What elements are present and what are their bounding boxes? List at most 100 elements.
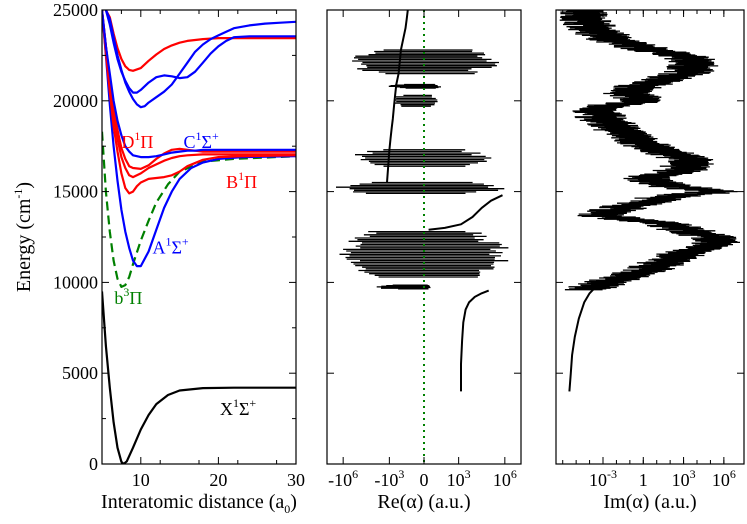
curve-group [102, 10, 296, 464]
noise-band [376, 284, 431, 290]
x-tick-label-exponent: 6 [511, 467, 517, 481]
x-axis-title: Re(α) (a.u.) [377, 491, 470, 513]
curve-re-high [386, 10, 409, 183]
x-tick-label: 20 [209, 470, 227, 490]
state-label-symmetry: Σ [201, 132, 211, 152]
state-label-spin: 1 [134, 129, 140, 143]
noise-band [558, 10, 740, 291]
noise-band-group [336, 49, 509, 290]
curve-im-base [568, 287, 596, 392]
x-tick-label-exponent: 3 [690, 467, 696, 481]
noise-band [352, 49, 499, 75]
y-axis-title-superscript: -1 [11, 189, 25, 199]
state-label-spin: 3 [123, 285, 129, 299]
state-label-b1pi: B1Π [226, 169, 257, 192]
state-label-symmetry: Σ [171, 237, 181, 257]
x-tick-label: 30 [287, 470, 305, 490]
x-axis-title-text: Interatomic distance (a [101, 491, 284, 513]
state-label-spin: 1 [233, 396, 239, 410]
x-tick-label: -106 [328, 467, 358, 490]
x-tick-label-base: 10 [712, 470, 730, 490]
y-tick-label: 0 [89, 454, 98, 474]
plot-frame [555, 9, 745, 465]
x-tick-label: 1 [639, 470, 648, 490]
x-tick-label-base: -10 [374, 470, 398, 490]
state-label-parity: + [212, 129, 219, 143]
curve-a1sigma- [102, 10, 296, 268]
y-axis-title: Energy (cm-1) [11, 182, 35, 292]
state-label-d1pi: D1Π [121, 129, 153, 152]
state-label-parity: + [182, 234, 189, 248]
curve-b3pi [102, 131, 296, 288]
y-tick-label: 20000 [53, 91, 98, 111]
x-tick-label: 106 [493, 467, 517, 490]
curve-re-low [460, 289, 490, 392]
x-tick-label: 103 [447, 467, 471, 490]
x-tick-label-base: 10 [589, 470, 607, 490]
y-tick-label: 5000 [62, 363, 98, 383]
curve-c1sigma- [102, 10, 296, 159]
noise-band [339, 230, 509, 278]
y-tick-label: 25000 [53, 0, 98, 20]
state-label-b3pi: b3Π [114, 285, 142, 308]
state-label-spin: 1 [195, 129, 201, 143]
x-tick-label: 103 [672, 467, 696, 490]
x-axis-title: Interatomic distance (a0) [101, 491, 297, 516]
y-axis-title-end: ) [13, 182, 35, 189]
x-tick-label: 106 [712, 467, 736, 490]
x-tick-label-base: 10 [493, 470, 511, 490]
state-label-letter: X [220, 399, 233, 419]
curve-group [386, 10, 503, 392]
y-tick-label: 10000 [53, 272, 98, 292]
x-tick-label-exponent: 6 [352, 467, 358, 481]
x-tick-label-base: 10 [672, 470, 690, 490]
noise-band-group [558, 10, 740, 392]
state-label-parity: + [249, 396, 256, 410]
x-tick-label-exponent: 3 [398, 467, 404, 481]
state-label-a1sigma: A1Σ+ [152, 234, 188, 257]
x-tick-label-base: -10 [328, 470, 352, 490]
state-label-spin: 1 [165, 234, 171, 248]
curve-d1pi [102, 10, 296, 170]
x-tick-label-base: 10 [447, 470, 465, 490]
state-label-x1sigma: X1Σ+ [220, 396, 256, 419]
curve-upper-blue-2 [104, 10, 296, 109]
x-tick-label: -103 [374, 467, 404, 490]
curve-x1sigma- [102, 291, 296, 464]
curve-b1pi [102, 10, 296, 195]
plot-frame [101, 9, 297, 465]
x-tick-label-base: 0 [420, 470, 429, 490]
state-label-symmetry: Π [140, 132, 153, 152]
x-tick-label-exponent: 6 [730, 467, 736, 481]
x-tick-label-exponent: -3 [607, 467, 617, 481]
noise-band [388, 83, 441, 89]
state-label-c1sigma: C1Σ+ [183, 129, 219, 152]
state-label-letter: D [121, 132, 134, 152]
noise-band [355, 149, 492, 167]
x-tick-label: 0 [420, 470, 429, 490]
state-label-symmetry: Π [244, 172, 257, 192]
x-axis-title-end: ) [290, 491, 297, 513]
curve-re-mid [428, 194, 503, 231]
state-label-letter: b [114, 288, 123, 308]
x-axis-title-subscript: 0 [284, 502, 290, 516]
state-label-symmetry: Σ [239, 399, 249, 419]
state-label-symmetry: Π [129, 288, 142, 308]
state-label-letter: B [226, 172, 238, 192]
x-tick-label-base: 1 [639, 470, 648, 490]
noise-band [336, 181, 505, 195]
noise-band [394, 94, 438, 107]
x-tick-label: 10 [132, 470, 150, 490]
x-axis-title: Im(α) (a.u.) [603, 491, 696, 513]
x-tick-label: 10-3 [589, 467, 617, 490]
y-axis-title-text: Energy (cm [13, 198, 35, 292]
y-tick-label: 15000 [53, 182, 98, 202]
state-label-letter: A [152, 237, 165, 257]
state-label-spin: 1 [238, 169, 244, 183]
x-tick-label-exponent: 3 [465, 467, 471, 481]
state-label-letter: C [183, 132, 195, 152]
